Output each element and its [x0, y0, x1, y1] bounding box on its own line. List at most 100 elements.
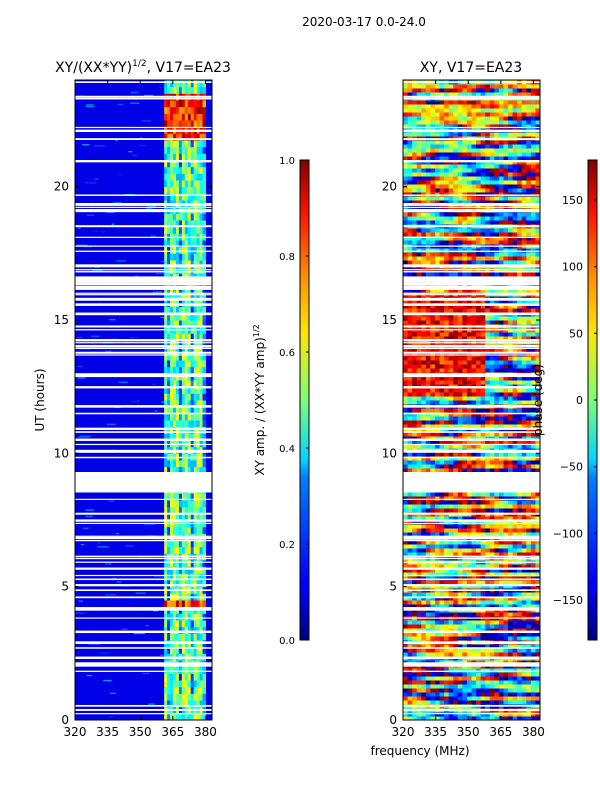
heatmap-cell — [521, 676, 527, 681]
heatmap-cell — [439, 620, 445, 625]
heatmap-cell — [403, 580, 409, 585]
heatmap-cell — [193, 320, 198, 328]
heatmap-cell — [412, 400, 418, 405]
heatmap-cell — [498, 376, 504, 381]
heatmap-cell — [196, 253, 201, 261]
heatmap-cell — [508, 612, 514, 617]
heatmap-cell — [403, 500, 409, 505]
x-tick-label: 335 — [96, 725, 119, 739]
heatmap-cell — [466, 600, 472, 605]
heatmap-cell — [462, 680, 468, 685]
heatmap-cell — [425, 516, 431, 521]
heatmap-cell — [184, 493, 189, 501]
heatmap-cell — [494, 320, 500, 325]
heatmap-cell — [416, 308, 422, 313]
heatmap-cell — [521, 424, 527, 429]
heatmap-cell — [187, 186, 192, 194]
heatmap-cell — [184, 546, 189, 554]
heatmap-cell — [178, 133, 183, 141]
heatmap-cell — [535, 648, 540, 653]
heatmap-cell — [170, 626, 174, 634]
heatmap-cell — [92, 269, 103, 272]
heatmap-cell — [494, 676, 500, 681]
heatmap-cell — [457, 440, 463, 445]
heatmap-cell — [512, 624, 518, 629]
heatmap-cell — [175, 506, 180, 514]
heatmap-cell — [164, 426, 168, 434]
heatmap-cell — [503, 576, 509, 581]
heatmap-cell — [439, 348, 445, 353]
heatmap-cell — [139, 137, 143, 139]
heatmap-cell — [193, 426, 198, 434]
heatmap-cell — [476, 468, 482, 473]
heatmap-cell — [167, 633, 171, 641]
heatmap-cell — [526, 408, 532, 413]
heatmap-cell — [439, 396, 445, 401]
heatmap-cell — [412, 672, 418, 677]
heatmap-cell — [535, 568, 540, 573]
heatmap-cell — [421, 716, 427, 720]
heatmap-cell — [489, 272, 495, 277]
heatmap-cell — [498, 540, 504, 545]
heatmap-cell — [517, 376, 523, 381]
heatmap-cell — [466, 320, 472, 325]
heatmap-cell — [403, 436, 409, 441]
heatmap-cell — [489, 336, 495, 341]
heatmap-cell — [164, 673, 168, 681]
heatmap-cell — [535, 308, 540, 313]
heatmap-cell — [462, 336, 468, 341]
heatmap-cell — [476, 356, 482, 361]
heatmap-cell — [503, 444, 509, 449]
heatmap-cell — [480, 464, 486, 469]
heatmap-cell — [471, 564, 477, 569]
heatmap-cell — [430, 600, 436, 605]
heatmap-cell — [175, 293, 180, 301]
heatmap-cell — [199, 420, 204, 428]
heatmap-cell — [412, 648, 418, 653]
heatmap-cell — [196, 573, 201, 581]
heatmap-cell — [457, 368, 463, 373]
heatmap-cell — [196, 566, 201, 574]
heatmap-cell — [508, 688, 514, 693]
heatmap-cell — [439, 576, 445, 581]
heatmap-cell — [521, 300, 527, 305]
heatmap-cell — [407, 692, 413, 697]
heatmap-cell — [444, 316, 450, 321]
heatmap-cell — [512, 368, 518, 373]
heatmap-cell — [444, 716, 450, 720]
heatmap-cell — [430, 580, 436, 585]
heatmap-cell — [434, 272, 441, 277]
heatmap-cell — [178, 413, 183, 421]
heatmap-cell — [421, 648, 427, 653]
heatmap-cell — [508, 524, 514, 529]
heatmap-cell — [466, 660, 472, 665]
heatmap-cell — [503, 680, 509, 685]
heatmap-cell — [457, 464, 463, 469]
heatmap-cell — [173, 400, 177, 408]
heatmap-cell — [439, 272, 445, 277]
heatmap-cell — [167, 426, 171, 434]
heatmap-cell — [526, 676, 532, 681]
heatmap-cell — [494, 464, 500, 469]
heatmap-cell — [202, 546, 206, 554]
heatmap-cell — [466, 668, 472, 673]
heatmap-cell — [178, 226, 183, 234]
heatmap-cell — [530, 544, 536, 549]
heatmap-cell — [508, 592, 514, 597]
heatmap-cell — [439, 652, 445, 657]
heatmap-cell — [494, 612, 500, 617]
heatmap-cell — [526, 580, 532, 585]
heatmap-cell — [173, 340, 177, 348]
heatmap-cell — [485, 308, 491, 313]
heatmap-cell — [184, 133, 189, 141]
heatmap-cell — [462, 380, 468, 385]
heatmap-cell — [521, 420, 527, 425]
heatmap-cell — [167, 626, 171, 634]
heatmap-cell — [196, 560, 201, 568]
heatmap-cell — [167, 286, 171, 294]
heatmap-cell — [471, 352, 477, 357]
heatmap-cell — [407, 520, 413, 525]
heatmap-cell — [430, 612, 436, 617]
heatmap-cell — [457, 416, 463, 421]
